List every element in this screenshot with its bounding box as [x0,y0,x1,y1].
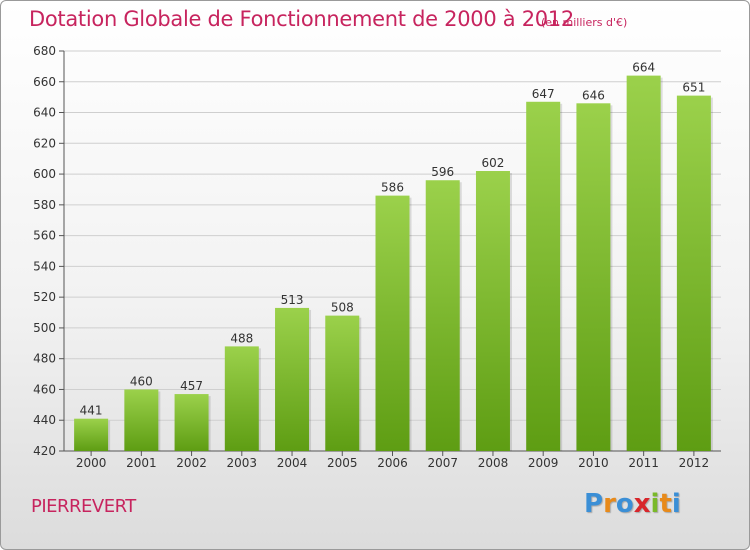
data-label: 513 [281,293,304,307]
chart-title: Dotation Globale de Fonctionnement de 20… [29,7,574,31]
x-tick-label: 2007 [427,456,458,470]
data-label: 460 [130,374,153,388]
bar [224,346,259,451]
x-tick-label: 2004 [277,456,308,470]
data-label: 508 [331,301,354,315]
data-label: 646 [582,88,605,102]
y-tick-label: 520 [33,290,56,304]
y-tick-label: 600 [33,167,56,181]
bar [325,315,360,451]
x-tick-label: 2006 [377,456,408,470]
data-label: 457 [180,379,203,393]
x-tick-label: 2012 [679,456,710,470]
x-tick-label: 2010 [578,456,609,470]
data-label: 596 [431,165,454,179]
logo-letter: o [615,489,634,519]
y-tick-label: 560 [33,229,56,243]
x-tick-label: 2003 [227,456,258,470]
logo-letter: i [671,489,681,519]
x-tick-label: 2009 [528,456,559,470]
y-tick-label: 620 [33,136,56,150]
bar [375,195,410,451]
y-tick-label: 440 [33,413,56,427]
x-tick-label: 2005 [327,456,358,470]
data-label: 651 [682,81,705,95]
chart-unit: (en milliers d'€) [541,16,628,29]
data-label: 441 [80,404,103,418]
y-tick-label: 480 [33,352,56,366]
y-tick-label: 420 [33,444,56,458]
x-tick-label: 2000 [76,456,107,470]
y-tick-label: 680 [33,44,56,58]
bar [676,95,711,451]
proxiti-logo: Proxiti [584,489,681,519]
y-tick-label: 640 [33,106,56,120]
x-tick-label: 2002 [176,456,207,470]
data-label: 664 [632,61,655,75]
data-label: 586 [381,181,404,195]
bar [576,103,611,452]
logo-letter: t [659,489,672,519]
x-tick-label: 2001 [126,456,157,470]
logo-letter: i [650,489,660,519]
x-tick-label: 2008 [478,456,509,470]
bar [174,394,209,451]
logo-letter: r [603,489,616,519]
bar [275,307,310,451]
data-label: 647 [532,87,555,101]
data-label: 488 [230,331,253,345]
y-tick-label: 460 [33,382,56,396]
x-tick-label: 2011 [628,456,659,470]
bar [124,389,159,451]
bar [475,171,510,451]
bar [425,180,460,451]
bar [74,418,109,451]
data-label: 602 [482,156,505,170]
y-tick-label: 580 [33,198,56,212]
y-tick-label: 540 [33,259,56,273]
bar [626,75,661,451]
logo-letter: P [584,489,604,519]
logo-letter: x [633,489,651,519]
bar [526,101,561,452]
commune-name: PIERREVERT [31,496,136,517]
y-tick-label: 500 [33,321,56,335]
y-tick-label: 660 [33,75,56,89]
